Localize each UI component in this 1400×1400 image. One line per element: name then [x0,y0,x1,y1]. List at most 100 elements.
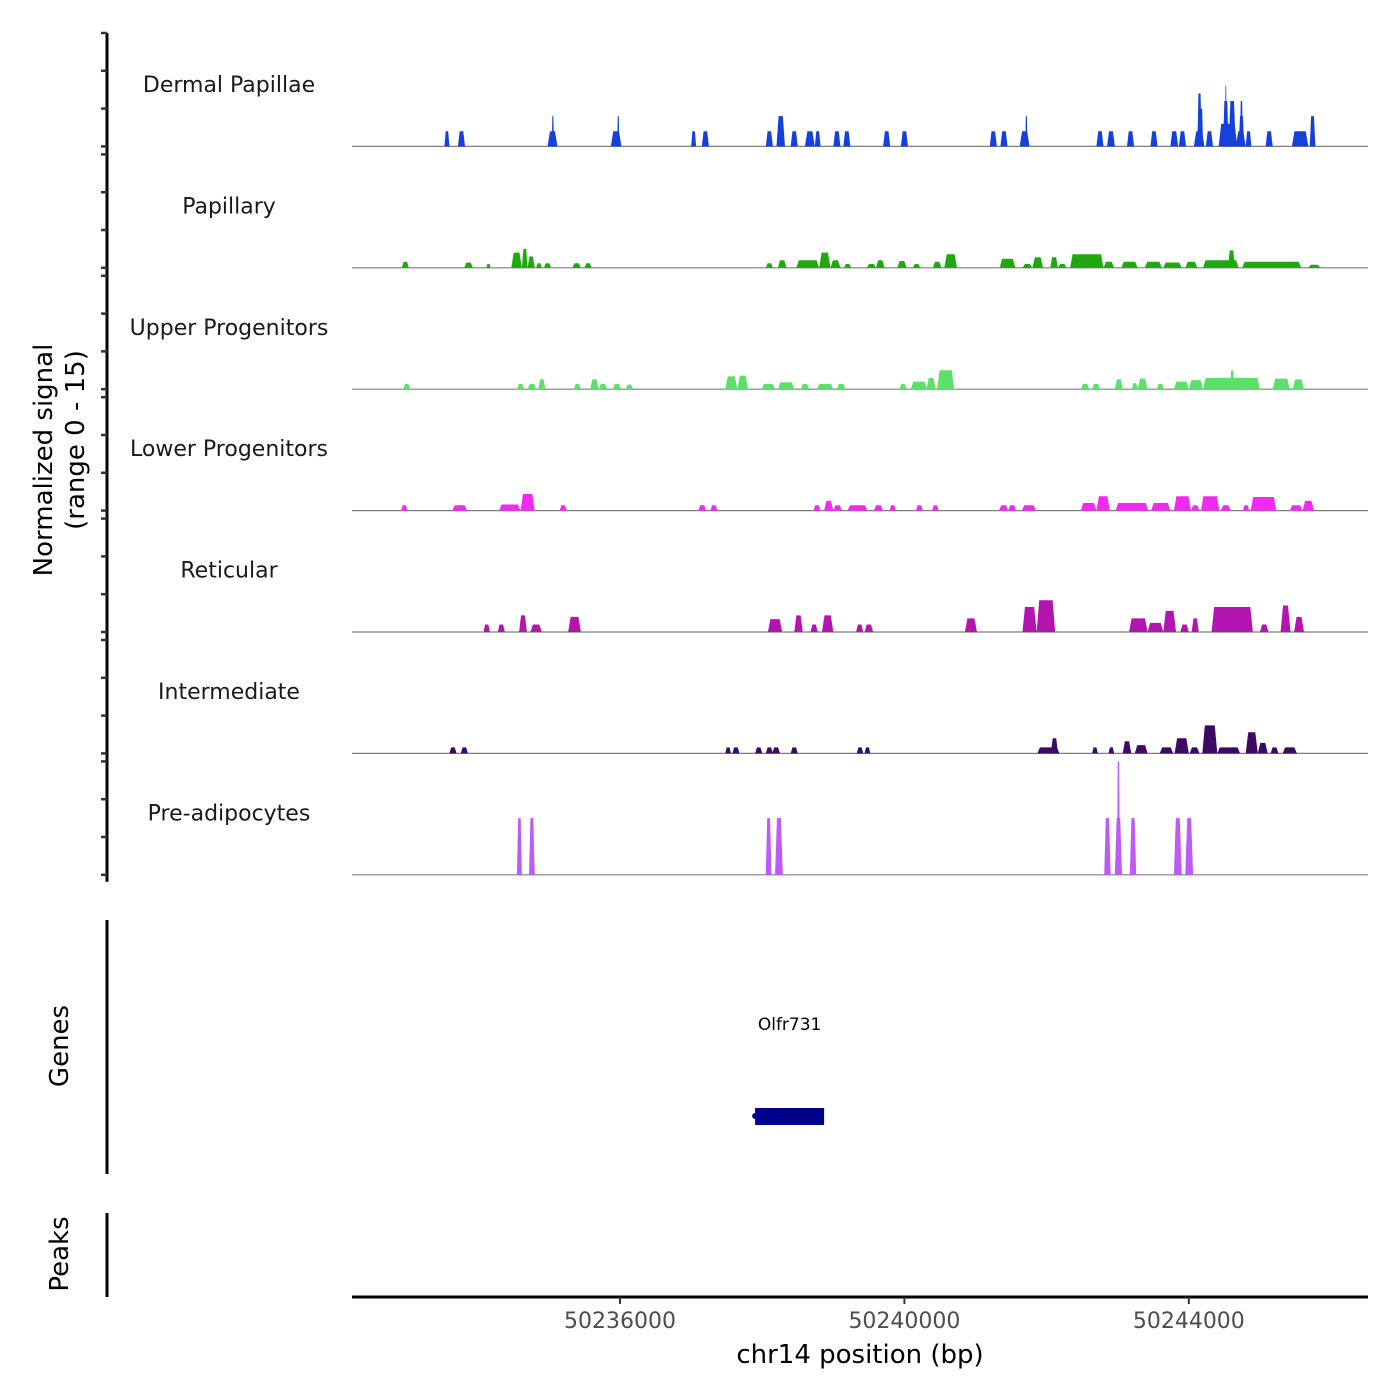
coverage-peak [816,383,834,390]
coverage-peak [1228,101,1236,147]
coverage-peak [536,263,542,268]
coverage-peak [844,264,852,268]
coverage-peak [1050,257,1059,268]
coverage-tracks: Dermal Papillae Papillary Upper Progenitor… [130,73,1368,876]
coverage-peak [1250,496,1277,511]
coverage-peak [625,384,633,390]
coverage-peak [1280,605,1291,632]
coverage-peak [1185,818,1194,875]
coverage-peak [1220,505,1231,511]
track-label: Pre-adipocytes [148,801,311,826]
coverage-peak [710,505,718,511]
coverage-peak [1126,131,1135,147]
coverage-peak [464,262,473,268]
coverage-peak [1205,131,1214,147]
coverage-peak [1230,370,1235,390]
coverage-peak [610,131,622,147]
coverage-peak [836,383,846,390]
coverage-peak [1242,261,1302,268]
coverage-peak [1121,261,1138,268]
track-dermal-papillae: Dermal Papillae [143,73,1368,147]
coverage-peak [612,383,621,390]
track-reticular: Reticular [180,559,1368,633]
coverage-peak [777,260,787,268]
gene-strand-marker [752,1113,759,1119]
coverage-peak [460,747,468,754]
coverage-peak [725,747,731,754]
coverage-peak [814,131,821,147]
coverage-peak [765,747,773,754]
coverage-peak [999,258,1016,268]
coverage-peak [1217,747,1241,754]
coverage-peak [1188,380,1204,390]
track-lower-progenitors: Lower Progenitors [130,437,1368,512]
peaks-track: Peaks [45,1213,109,1297]
coverage-peak [1291,131,1309,147]
coverage-peak [573,383,581,390]
coverage-peak [598,383,608,390]
coverage-peak [1257,742,1268,754]
coverage-peak [1134,745,1148,754]
coverage-peak [1173,381,1189,390]
coverage-peak [1163,262,1182,268]
coverage-peak [590,379,599,390]
coverage-peak [1080,503,1097,511]
coverage-peak [1242,505,1250,511]
coverage-peak [889,505,896,511]
coverage-peak [1108,747,1115,754]
coverage-peak [944,254,958,268]
coverage-peak [725,376,738,390]
coverage-peak [899,383,907,390]
y-axis-title-line2: (range 0 - 15) [61,350,91,530]
x-axis-title: chr14 position (bp) [736,1340,983,1370]
coverage-peak [519,615,527,632]
coverage-peak [767,619,783,632]
peaks-track-label: Peaks [45,1216,75,1291]
coverage-peak [1202,725,1218,754]
coverage-peak [1008,505,1017,511]
coverage-peak [452,505,468,511]
coverage-peak [1309,116,1316,147]
coverage-peak [819,252,831,268]
coverage-peak [1122,741,1132,754]
coverage-peak [1292,379,1305,390]
coverage-peak [1032,257,1044,268]
coverage-peak [1185,261,1198,268]
coverage-peak [1189,747,1200,754]
coverage-peak [932,505,939,511]
coverage-peak [1129,618,1148,632]
coverage-peak [897,260,907,268]
coverage-peak [1137,378,1148,390]
coverage-peak [765,263,773,268]
coverage-peak [701,131,709,147]
coverage-peak [1227,250,1236,268]
coverage-peak [1096,131,1104,147]
coverage-peak [543,263,552,268]
coverage-peak [1104,818,1111,875]
coverage-peak [1070,254,1104,268]
coverage-peak [1156,383,1164,390]
coverage-peak [530,624,542,632]
x-tick-label: 50240000 [848,1309,960,1334]
coverage-peak [926,377,936,390]
coverage-peak [538,379,546,390]
y-axis-title: Normalized signal (range 0 - 15) [29,344,91,577]
coverage-peak [516,818,522,875]
coverage-peak [1174,738,1189,754]
coverage-peak [1058,264,1067,268]
coverage-peak [551,116,554,147]
coverage-y-axis [101,31,109,882]
coverage-peak [1114,379,1123,390]
coverage-peak [1173,496,1191,511]
coverage-peak [521,248,528,268]
coverage-peak [1050,738,1059,754]
coverage-peak [910,381,928,390]
y-axis-title-line1: Normalized signal [29,344,59,577]
coverage-peak [1308,264,1321,268]
coverage-peak [529,818,535,875]
coverage-peak [790,747,798,754]
coverage-peak [847,505,868,511]
coverage-peak [401,261,409,268]
coverage-peak [1103,261,1115,268]
